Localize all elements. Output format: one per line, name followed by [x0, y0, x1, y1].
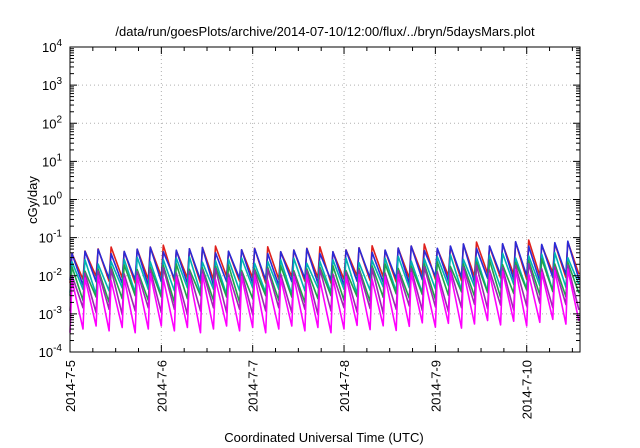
y-tick-label: 10-2 [39, 267, 63, 284]
series-lines [69, 239, 580, 334]
series-line-4 [69, 258, 580, 304]
x-tick-label: 2014-7-6 [154, 360, 169, 412]
x-tick-label: 2014-7-7 [246, 360, 261, 412]
y-tick-label: 102 [42, 114, 62, 131]
x-tick-label: 2014-7-10 [520, 360, 535, 419]
y-tick-label: 10-3 [39, 305, 63, 322]
series-line-6 [69, 268, 580, 334]
y-tick-label: 104 [42, 38, 62, 55]
y-tick-label: 10-1 [39, 229, 63, 246]
y-tick-label: 10-4 [39, 343, 63, 360]
x-axis-label: Coordinated Universal Time (UTC) [224, 430, 423, 445]
x-tick-label: 2014-7-8 [337, 360, 352, 412]
series-line-3 [69, 251, 580, 296]
x-tick-label: 2014-7-9 [428, 360, 443, 412]
y-tick-label: 101 [42, 152, 62, 169]
grid-lines [70, 47, 580, 352]
chart-title: /data/run/goesPlots/archive/2014-07-10/1… [115, 24, 535, 39]
series-line-5 [69, 262, 580, 316]
y-axis-label: cGy/day [25, 176, 40, 224]
y-tick-label: 103 [42, 76, 62, 93]
series-line-2 [69, 240, 580, 287]
x-tick-label: 2014-7-5 [63, 360, 78, 412]
y-tick-label: 100 [42, 191, 62, 208]
